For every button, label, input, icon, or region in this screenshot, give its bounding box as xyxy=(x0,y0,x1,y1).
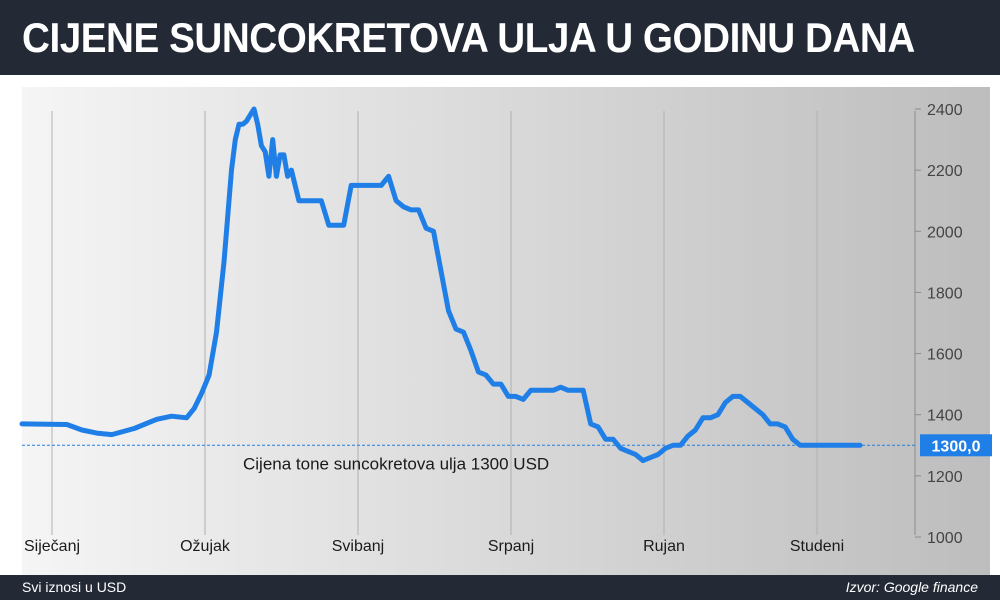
series-points xyxy=(21,108,861,461)
footer-source: Izvor: Google finance xyxy=(845,579,978,595)
last-value-badge xyxy=(920,434,992,457)
y-tick-label: 1600 xyxy=(927,347,963,364)
y-tick-label: 1000 xyxy=(927,530,963,547)
page-title: CIJENE SUNCOKRETOVA ULJA U GODINU DANA xyxy=(22,14,915,61)
footer-note: Svi iznosi u USD xyxy=(22,579,127,595)
x-tick-label: Studeni xyxy=(790,538,844,555)
x-tick-label: Ožujak xyxy=(180,538,231,555)
y-tick-label: 2000 xyxy=(927,224,963,241)
plot-background xyxy=(22,87,990,575)
y-tick-label: 2400 xyxy=(927,102,963,119)
x-tick-label: Siječanj xyxy=(24,538,80,555)
price-chart: 1000 1200 1400 1600 1800 2000 2200 2400 Siječan… xyxy=(19,87,992,575)
chart-area: 1000 1200 1400 1600 1800 2000 2200 2400 Siječan… xyxy=(0,75,1000,575)
footer-bar: Svi iznosi u USD Izvor: Google finance xyxy=(0,575,1000,600)
x-tick-label: Rujan xyxy=(643,538,685,555)
y-tick-label: 1800 xyxy=(927,285,963,302)
x-tick-label: Srpanj xyxy=(488,538,534,555)
y-tick-label: 1200 xyxy=(927,469,963,486)
y-tick-label: 1400 xyxy=(927,408,963,425)
x-tick-labels: Siječanj Ožujak Svibanj Srpanj Rujan Studeni xyxy=(24,538,844,555)
grid-lines xyxy=(51,111,818,535)
reference-label: Cijena tone suncokretova ulja 1300 USD xyxy=(243,454,549,473)
last-value-label: 1300,0 xyxy=(932,438,981,455)
x-tick-label: Svibanj xyxy=(332,538,384,555)
y-tick-label: 2200 xyxy=(927,163,963,180)
header-bar: CIJENE SUNCOKRETOVA ULJA U GODINU DANA xyxy=(0,0,1000,75)
y-tick-labels: 1000 1200 1400 1600 1800 2000 2200 2400 xyxy=(915,102,963,547)
